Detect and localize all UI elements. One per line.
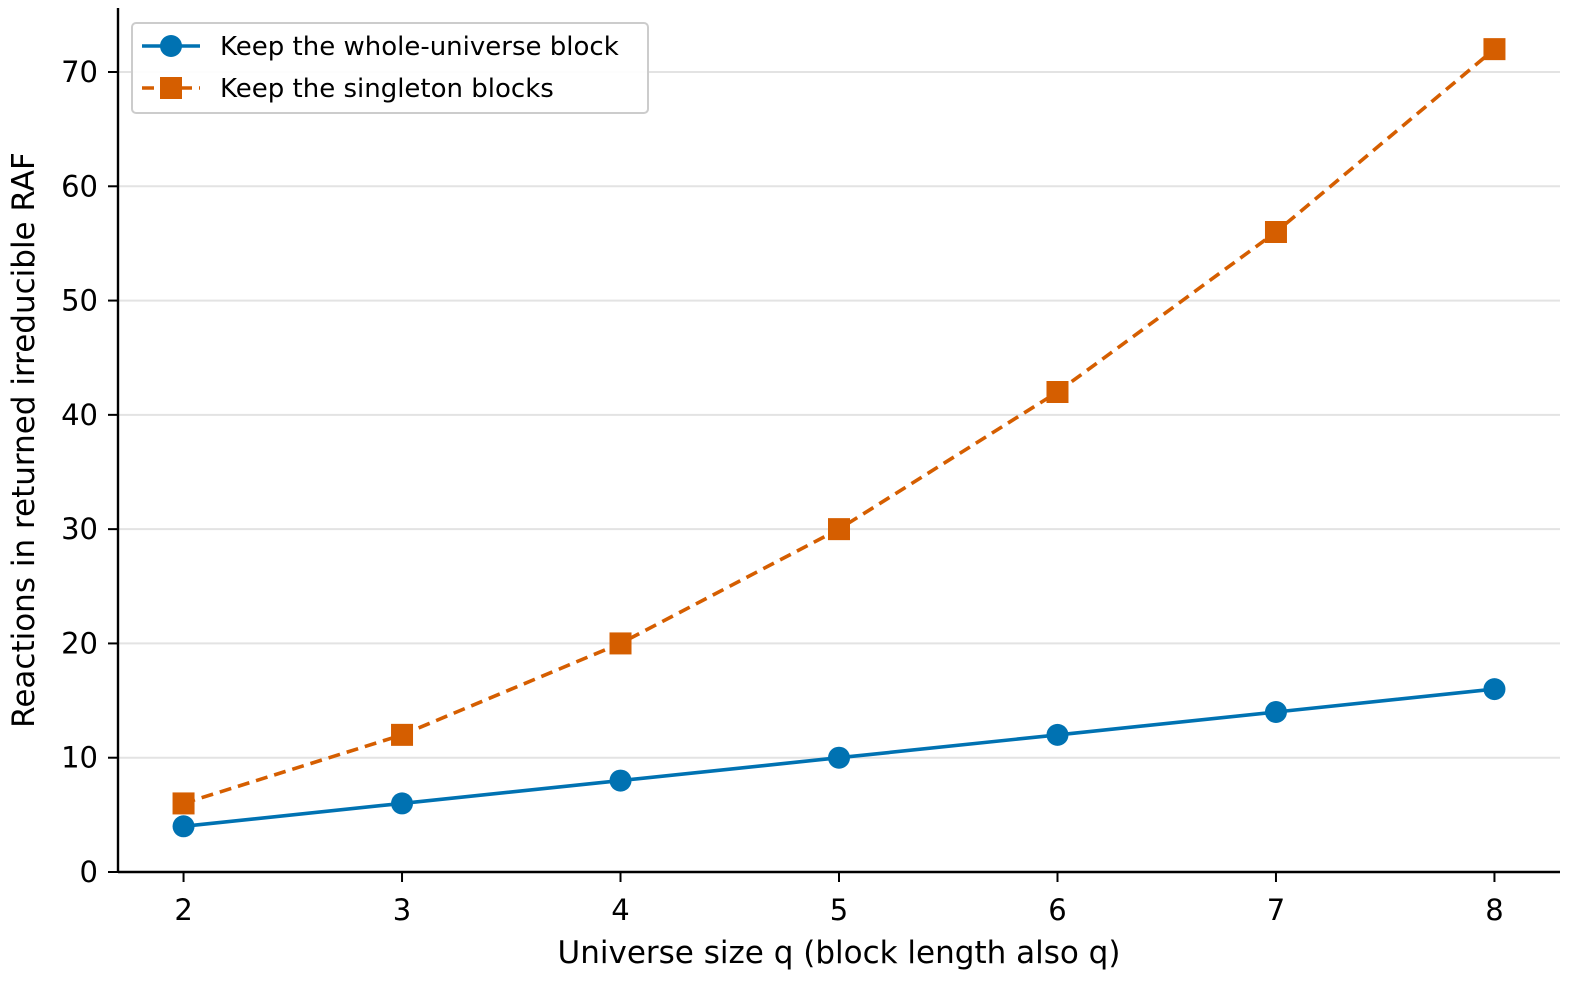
series-1-point-5 — [828, 746, 850, 769]
y-tick-label-50: 50 — [61, 284, 98, 318]
series-group — [172, 38, 1506, 838]
y-axis-ticks: 0 10 20 30 40 50 60 70 — [61, 55, 118, 889]
legend-marker-2 — [160, 77, 182, 99]
x-tick-label-4: 4 — [611, 893, 629, 927]
series-1-point-6 — [1046, 723, 1069, 746]
x-axis-ticks: 2 3 4 5 6 7 8 — [174, 872, 1504, 927]
axes — [116, 8, 1560, 874]
series-1-point-2 — [172, 815, 195, 838]
series-1-point-3 — [391, 792, 414, 815]
series-2-point-2 — [172, 792, 195, 815]
gridlines — [118, 71, 1560, 759]
y-tick-label-30: 30 — [61, 512, 98, 546]
series-2-point-4 — [609, 632, 632, 655]
x-tick-label-7: 7 — [1267, 893, 1285, 927]
x-tick-label-3: 3 — [393, 893, 411, 927]
y-tick-label-70: 70 — [61, 55, 98, 89]
legend-label-2: Keep the singleton blocks — [220, 74, 554, 104]
legend-marker-1 — [160, 35, 182, 57]
y-tick-label-20: 20 — [61, 626, 98, 660]
series-2-point-5 — [828, 518, 850, 541]
y-tick-label-40: 40 — [61, 398, 98, 432]
y-tick-label-60: 60 — [61, 169, 98, 203]
series-2-point-6 — [1046, 381, 1069, 403]
x-tick-label-6: 6 — [1048, 893, 1066, 927]
series-2-point-8 — [1483, 38, 1506, 61]
legend-box — [131, 22, 649, 114]
x-tick-label-8: 8 — [1485, 893, 1503, 927]
x-axis-label: Universe size q (block length also q) — [558, 935, 1121, 971]
series-2-point-7 — [1264, 221, 1287, 243]
legend-label-1: Keep the whole-universe block — [220, 32, 619, 62]
y-axis-label: Reactions in returned irreducible RAF — [6, 152, 42, 728]
y-tick-label-0: 0 — [80, 855, 98, 889]
series-1-point-8 — [1483, 678, 1506, 701]
series-2-point-3 — [391, 723, 414, 746]
x-tick-label-5: 5 — [830, 893, 848, 927]
x-tick-label-2: 2 — [174, 893, 192, 927]
y-tick-label-10: 10 — [61, 741, 98, 775]
series-1-point-7 — [1264, 701, 1287, 723]
series-1-point-4 — [609, 769, 632, 792]
legend: Keep the whole-universe block Keep the si… — [131, 22, 649, 114]
series-line-2 — [182, 47, 1496, 806]
